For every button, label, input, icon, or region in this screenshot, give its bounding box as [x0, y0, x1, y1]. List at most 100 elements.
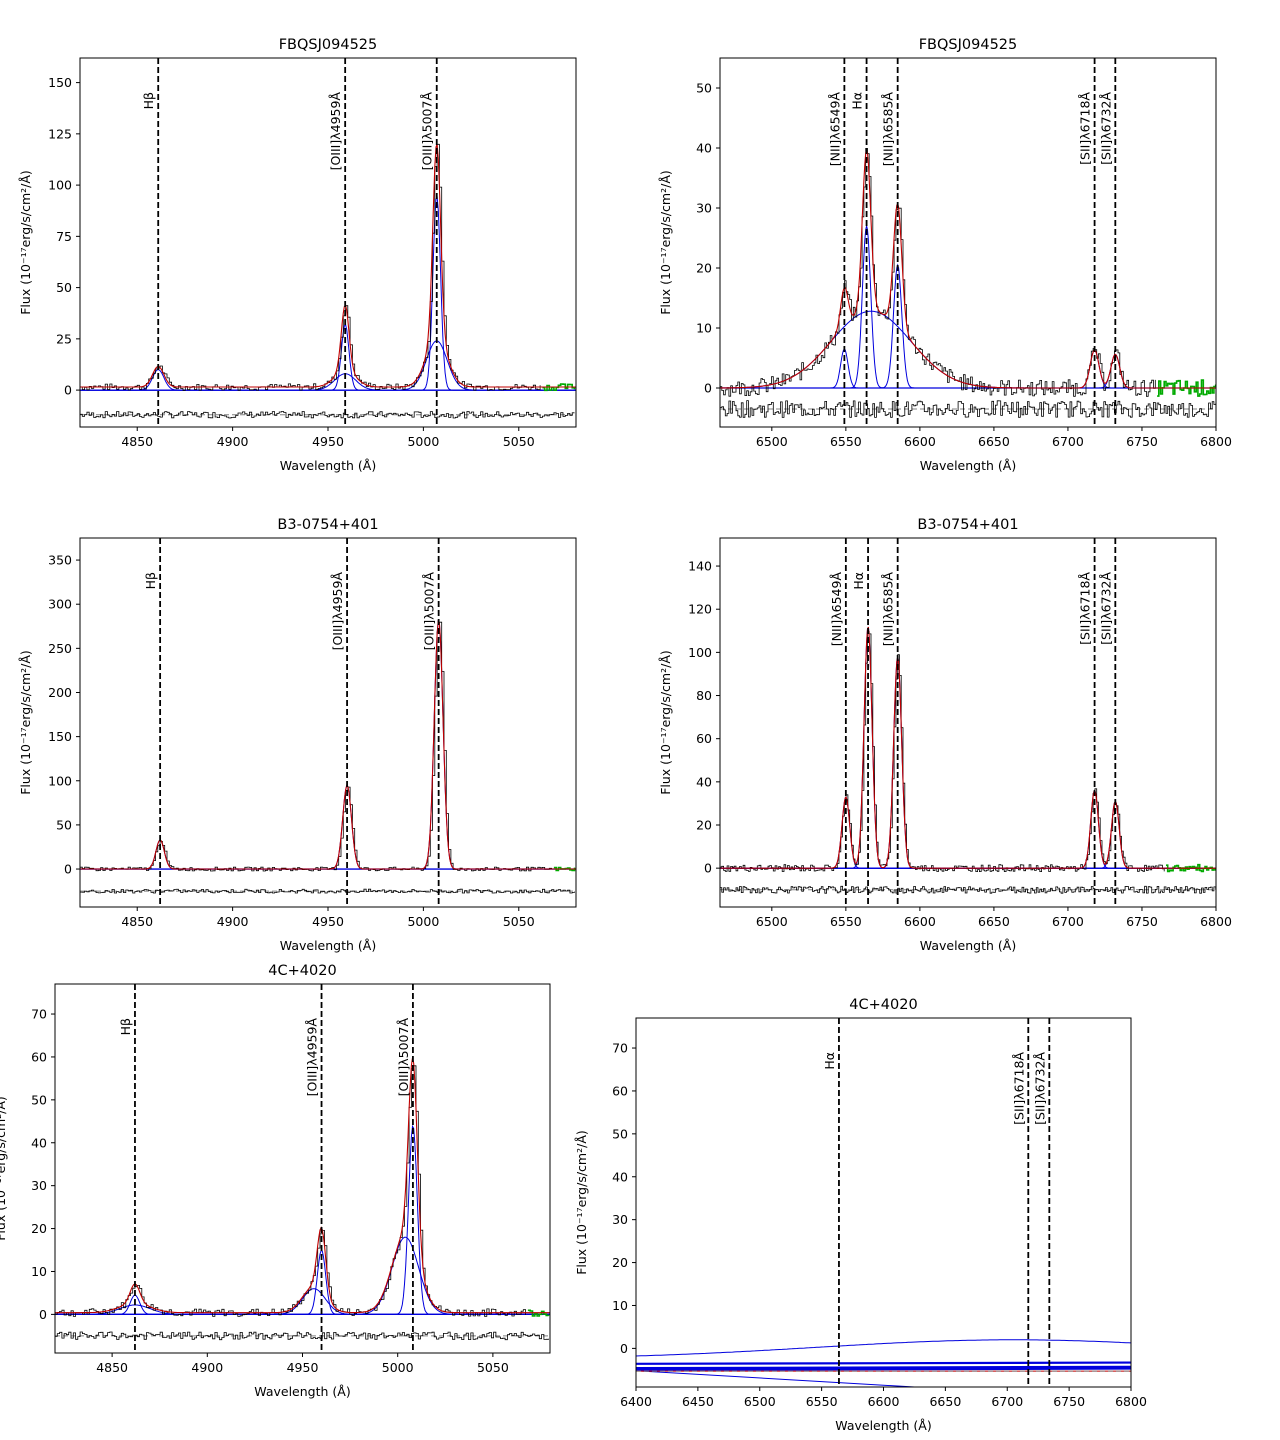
observed-spectrum: [80, 621, 552, 872]
x-tick-label: 4900: [217, 914, 249, 929]
flat-component-2: [636, 1365, 1131, 1370]
y-tick-label: 0: [64, 383, 72, 398]
panel-b3-0754-401-hbeta: Hβ [OIII]λ4959Å [OIII]λ5007Å 4850 4900 4950 50…: [18, 517, 577, 953]
y-tick-label: 40: [31, 1135, 47, 1150]
line-label: [SII]λ6732Å: [1032, 1052, 1047, 1125]
plot-area: [55, 1057, 550, 1341]
plot-area: [720, 148, 1216, 418]
y-tick-label: 40: [696, 774, 712, 789]
y-tick-label: 0: [39, 1307, 47, 1322]
x-tick-label: 5000: [407, 914, 439, 929]
panel-b3-0754-401-halpha: [NII]λ6549Å Hα [NII]λ6585Å [SII]λ6718Å [SII]…: [658, 517, 1232, 953]
y-tick-label: 300: [48, 597, 72, 612]
y-tick-label: 50: [56, 280, 72, 295]
line-label: Hα: [851, 572, 866, 590]
y-tick-label: 20: [696, 261, 712, 276]
plot-area: [720, 626, 1216, 894]
x-tick-label: 6800: [1200, 914, 1232, 929]
y-tick-label: 40: [696, 141, 712, 156]
line-label: [NII]λ6549Å: [829, 572, 844, 647]
residual-spectrum: [55, 1331, 549, 1341]
x-tick-label: 6550: [806, 1394, 838, 1409]
panel-4c4020-hbeta: Hβ [OIII]λ4959Å [OIII]λ5007Å 4850 4900 4950 50…: [0, 963, 551, 1399]
panel-title: FBQSJ094525: [279, 37, 378, 53]
total-model: [55, 1057, 550, 1314]
x-tick-label: 4950: [312, 434, 344, 449]
gaussian-component-3: [80, 620, 576, 870]
line-label: [SII]λ6718Å: [1011, 1052, 1026, 1125]
x-tick-label: 6750: [1053, 1394, 1085, 1409]
y-axis-label: Flux (10⁻¹⁷erg/s/cm²/Å): [0, 1096, 8, 1241]
masked-spectrum: [1157, 379, 1216, 397]
line-label: [OIII]λ4959Å: [305, 1018, 320, 1097]
panel-title: B3-0754+401: [917, 517, 1018, 533]
y-tick-label: 100: [48, 773, 72, 788]
observed-spectrum: [720, 631, 1165, 872]
y-tick-label: 350: [48, 553, 72, 568]
masked-spectrum: [527, 1309, 550, 1317]
x-tick-label: 4950: [287, 1360, 319, 1375]
x-tick-label: 5000: [382, 1360, 414, 1375]
line-label: [SII]λ6732Å: [1098, 92, 1113, 165]
gaussian-component-2: [720, 626, 1216, 869]
gaussian-component-4: [55, 1288, 550, 1315]
x-axis-label: Wavelength (Å): [280, 938, 376, 953]
axes-frame: [719, 57, 1217, 428]
x-tick-label: 6450: [682, 1394, 714, 1409]
plot-area: [636, 1339, 1131, 1387]
gaussian-component-5: [720, 800, 1216, 869]
descending-component: [636, 1370, 915, 1387]
gaussian-component-4: [80, 373, 576, 391]
y-tick-label: 30: [612, 1212, 628, 1227]
total-model: [720, 626, 1216, 869]
x-axis-label: Wavelength (Å): [920, 458, 1016, 473]
x-tick-label: 5050: [503, 914, 535, 929]
gaussian-component-4: [720, 310, 1216, 389]
observed-spectrum: [55, 1065, 526, 1317]
gaussian-component-1: [720, 348, 1216, 389]
y-tick-label: 20: [31, 1221, 47, 1236]
y-axis-label: Flux (10⁻¹⁷erg/s/cm²/Å): [574, 1130, 589, 1275]
observed-spectrum: [720, 148, 1156, 397]
x-tick-label: 6650: [978, 914, 1010, 929]
y-tick-label: 40: [612, 1169, 628, 1184]
y-tick-label: 0: [64, 862, 72, 877]
x-tick-label: 4850: [96, 1360, 128, 1375]
flat-component-1: [636, 1361, 1131, 1365]
x-tick-label: 6600: [904, 434, 936, 449]
line-label: [OIII]λ4959Å: [328, 92, 343, 171]
panel-title: 4C+4020: [849, 997, 917, 1013]
x-tick-label: 6700: [1052, 434, 1084, 449]
x-axis-label: Wavelength (Å): [254, 1384, 350, 1399]
y-tick-label: 100: [48, 178, 72, 193]
line-label: [OIII]λ5007Å: [422, 572, 437, 651]
x-tick-label: 4900: [191, 1360, 223, 1375]
total-model: [80, 143, 576, 388]
broad-component: [636, 1339, 1131, 1357]
y-tick-label: 0: [704, 381, 712, 396]
y-tick-label: 60: [31, 1049, 47, 1064]
x-axis-label: Wavelength (Å): [835, 1418, 931, 1433]
x-tick-label: 4850: [121, 914, 153, 929]
line-label: [SII]λ6732Å: [1098, 572, 1113, 645]
total-model: [80, 619, 576, 870]
y-tick-label: 70: [31, 1007, 47, 1022]
axes-frame: [79, 537, 577, 908]
gaussian-component-3: [720, 656, 1216, 869]
y-tick-label: 10: [31, 1264, 47, 1279]
line-label: Hβ: [118, 1018, 133, 1035]
y-tick-label: 30: [696, 201, 712, 216]
panel-4c4020-halpha: Hα [SII]λ6718Å [SII]λ6732Å 6400 6450 6500 6550…: [574, 997, 1147, 1433]
gaussian-component-3: [80, 196, 576, 391]
y-tick-label: 25: [56, 331, 72, 346]
y-tick-label: 20: [696, 818, 712, 833]
y-tick-label: 30: [31, 1178, 47, 1193]
y-tick-label: 100: [688, 645, 712, 660]
flat-component-3: [636, 1367, 1131, 1371]
x-tick-label: 5000: [407, 434, 439, 449]
axes-frame: [719, 537, 1217, 908]
x-tick-label: 6650: [978, 434, 1010, 449]
y-tick-label: 50: [696, 81, 712, 96]
line-label: [OIII]λ5007Å: [396, 1018, 411, 1097]
y-tick-label: 50: [31, 1092, 47, 1107]
